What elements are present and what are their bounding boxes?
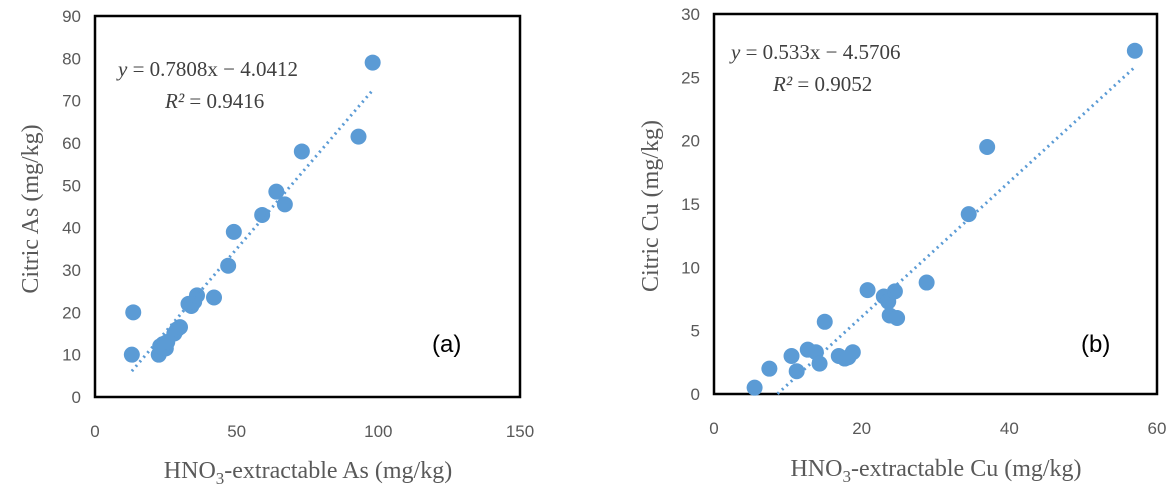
plot-frame-a [93, 14, 522, 399]
data-point-a [206, 289, 222, 306]
data-point-b [844, 344, 861, 361]
data-point-a [276, 196, 293, 213]
xtick-label-a: 150 [506, 422, 534, 441]
data-point-b [960, 206, 977, 223]
data-point-a [293, 143, 310, 160]
ytick-label-b: 0 [691, 385, 700, 404]
data-point-b [761, 360, 778, 377]
data-point-b [783, 348, 800, 364]
data-point-b [886, 283, 903, 300]
ylabel-b: Citric Cu (mg/kg) [638, 120, 664, 292]
ytick-label-b: 5 [691, 322, 700, 341]
trendline-b [776, 65, 1136, 395]
data-point-b [1126, 42, 1143, 59]
ytick-label-a: 90 [62, 7, 81, 26]
data-point-b [746, 379, 763, 396]
ytick-label-a: 80 [62, 49, 81, 68]
data-point-a [172, 319, 188, 336]
data-point-b [918, 274, 935, 291]
xtick-label-a: 50 [227, 422, 246, 441]
ytick-label-a: 60 [62, 134, 81, 153]
data-point-b [979, 139, 996, 155]
data-point-b [811, 355, 828, 372]
ytick-label-a: 20 [62, 303, 81, 322]
data-point-a [364, 54, 381, 71]
data-point-b [859, 282, 876, 299]
equation-a: y = 0.7808x − 4.0412 [116, 57, 298, 81]
data-point-a [123, 346, 140, 363]
ytick-label-b: 15 [681, 195, 700, 214]
data-point-a [220, 257, 237, 274]
panel-label-a: (a) [432, 331, 461, 358]
data-point-a [350, 128, 367, 145]
xtick-label-b: 60 [1148, 419, 1167, 438]
panel-label-b: (b) [1081, 331, 1110, 358]
ytick-label-b: 25 [681, 68, 700, 87]
xtick-label-b: 40 [1000, 419, 1019, 438]
ytick-label-a: 30 [62, 261, 81, 280]
xtick-label-a: 0 [90, 422, 99, 441]
data-point-b [816, 313, 833, 330]
ylabel-a: Citric As (mg/kg) [18, 124, 44, 293]
xtick-label-b: 20 [852, 419, 871, 438]
r-squared-b: R² = 0.9052 [772, 72, 872, 96]
data-point-b [889, 310, 906, 326]
ytick-label-a: 70 [62, 92, 81, 111]
xlabel-b: HNO3-extractable Cu (mg/kg) [790, 456, 1081, 486]
ytick-label-a: 40 [62, 219, 81, 238]
xtick-label-a: 100 [364, 422, 392, 441]
ytick-label-a: 50 [62, 176, 81, 195]
data-point-a [254, 206, 271, 223]
xlabel-a: HNO3-extractable As (mg/kg) [164, 458, 452, 488]
ytick-label-a: 10 [62, 346, 81, 365]
ytick-label-b: 20 [681, 132, 700, 151]
xtick-label-b: 0 [709, 419, 718, 438]
data-point-a [125, 304, 142, 321]
equation-b: y = 0.533x − 4.5706 [729, 40, 901, 64]
data-point-a [225, 223, 242, 240]
data-point-a [189, 287, 205, 304]
ytick-label-a: 0 [72, 388, 81, 407]
ytick-label-b: 30 [681, 5, 700, 24]
plot-frame-b [712, 12, 1159, 396]
r-squared-a: R² = 0.9416 [164, 89, 264, 113]
ytick-label-b: 10 [681, 258, 700, 277]
chart-panel-a: Citric As (mg/kg) HNO3-extractable As (m… [18, 7, 534, 488]
chart-panel-b: Citric Cu (mg/kg) HNO3-extractable Cu (m… [638, 5, 1166, 486]
trendline-a [130, 89, 374, 373]
data-point-b [788, 363, 805, 380]
